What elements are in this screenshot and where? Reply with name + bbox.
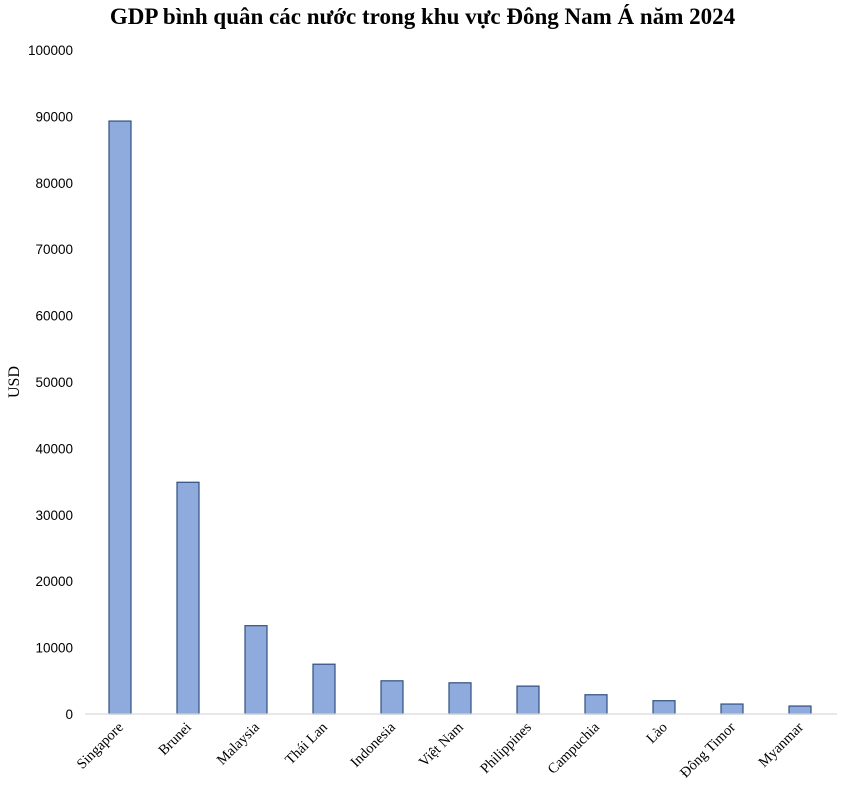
- bar-brunei: [176, 481, 200, 715]
- y-tick-label: 30000: [35, 508, 73, 523]
- x-category-label: Lào: [644, 720, 671, 747]
- y-tick-label: 0: [65, 707, 73, 722]
- y-tick-label: 40000: [35, 441, 73, 456]
- bars: [108, 120, 812, 715]
- x-category-label: Campuchia: [545, 719, 603, 777]
- x-category-label: Brunei: [156, 720, 195, 759]
- bar-lào: [652, 700, 676, 715]
- y-tick-label: 50000: [35, 375, 73, 390]
- y-tick-label: 80000: [35, 176, 73, 191]
- x-category-label: Myanmar: [756, 719, 807, 770]
- x-axis-categories: Singapore Brunei Malaysia Thái Lan Indonesia…: [74, 719, 807, 781]
- x-category-label: Singapore: [74, 720, 127, 773]
- x-category-label: Đông Timor: [677, 719, 739, 781]
- bar-indonesia: [380, 680, 404, 715]
- x-category-label: Indonesia: [348, 719, 400, 771]
- bar-việt-nam: [448, 682, 472, 715]
- y-tick-label: 60000: [35, 309, 73, 324]
- bar-philippines: [516, 685, 540, 715]
- x-category-label: Malaysia: [214, 719, 263, 768]
- y-tick-label: 10000: [35, 641, 73, 656]
- y-tick-label: 90000: [35, 109, 73, 124]
- bar-myanmar: [788, 705, 812, 715]
- chart-title: GDP bình quân các nước trong khu vực Đôn…: [109, 4, 736, 29]
- x-category-label: Philippines: [477, 719, 535, 777]
- bar-malaysia: [244, 625, 268, 715]
- y-tick-label: 20000: [35, 574, 73, 589]
- bar-campuchia: [584, 694, 608, 715]
- bar-thái-lan: [312, 663, 336, 715]
- x-category-label: Thái Lan: [282, 719, 331, 768]
- bar-đông-timor: [720, 703, 744, 715]
- bar-singapore: [108, 120, 132, 715]
- y-axis-ticks: 0 10000 20000 30000 40000 50000 60000 70000 8000…: [28, 43, 73, 722]
- y-tick-label: 100000: [28, 43, 73, 58]
- y-tick-label: 70000: [35, 242, 73, 257]
- x-category-label: Việt Nam: [416, 719, 467, 770]
